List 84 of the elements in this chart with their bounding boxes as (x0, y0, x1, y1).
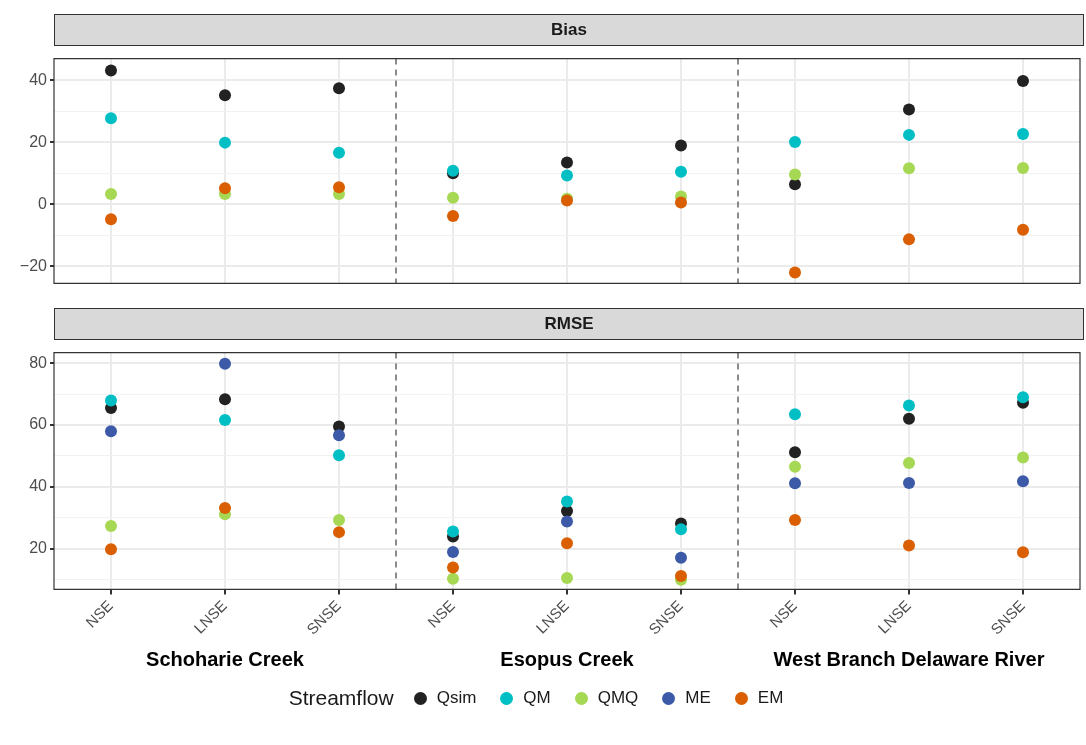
y-tick-label: 40 (29, 477, 48, 495)
point (789, 266, 801, 279)
point (447, 210, 459, 223)
point (675, 139, 687, 152)
point (789, 477, 801, 490)
point (561, 169, 573, 182)
point (105, 394, 117, 407)
point (903, 457, 915, 470)
point (219, 182, 231, 195)
y-tick-label: 0 (38, 194, 48, 212)
point (675, 165, 687, 178)
text: Esopus Creek (500, 647, 635, 670)
point (789, 446, 801, 459)
point (675, 196, 687, 209)
point (447, 545, 459, 558)
point (333, 514, 345, 527)
point (105, 188, 117, 201)
point (1017, 223, 1029, 236)
point (333, 82, 345, 95)
chart-title: RMSE (54, 308, 1084, 340)
point (561, 515, 573, 528)
point (1017, 74, 1029, 87)
point (561, 537, 573, 550)
legend-label: QM (523, 688, 551, 708)
point (1017, 451, 1029, 464)
point (1017, 162, 1029, 175)
point (447, 572, 459, 585)
text: Schoharie Creek (146, 647, 305, 670)
point (903, 128, 915, 141)
point (219, 89, 231, 102)
point (219, 136, 231, 149)
point (903, 399, 915, 412)
point (789, 136, 801, 149)
point (903, 412, 915, 425)
legend-label: ME (685, 688, 711, 708)
point (789, 514, 801, 527)
point (903, 539, 915, 552)
point (333, 146, 345, 159)
point (447, 191, 459, 204)
point (219, 357, 231, 370)
point (1017, 475, 1029, 488)
point (903, 103, 915, 116)
point (675, 523, 687, 536)
text: West Branch Delaware River (773, 647, 1045, 670)
legend-label: QMQ (597, 688, 639, 708)
point (333, 181, 345, 194)
point (219, 393, 231, 406)
point (105, 213, 117, 226)
point (333, 526, 345, 539)
legend-label: EM (757, 688, 784, 708)
point (333, 429, 345, 442)
legend-title: Streamflow (288, 686, 394, 710)
y-tick-label: 60 (29, 415, 48, 433)
point (219, 501, 231, 514)
point (105, 519, 117, 532)
point (1017, 127, 1029, 140)
point (105, 112, 117, 125)
point (1017, 546, 1029, 559)
point (105, 543, 117, 556)
point (219, 414, 231, 427)
point (789, 178, 801, 191)
point (789, 408, 801, 421)
point (105, 64, 117, 77)
y-tick-label: 80 (29, 353, 48, 371)
point (1017, 391, 1029, 404)
legend-label: Qsim (436, 688, 477, 708)
point (903, 233, 915, 246)
point (447, 525, 459, 538)
point (903, 162, 915, 175)
point (561, 571, 573, 584)
point (333, 449, 345, 462)
point (447, 561, 459, 574)
point (561, 495, 573, 508)
y-tick-label: −20 (19, 256, 48, 274)
point (789, 460, 801, 473)
y-tick-label: 40 (29, 70, 48, 88)
point (561, 156, 573, 169)
point (789, 168, 801, 181)
point (675, 551, 687, 564)
y-tick-label: 20 (29, 132, 48, 150)
point (903, 476, 915, 489)
chart-title: Bias (54, 14, 1084, 46)
y-tick-label: 20 (29, 539, 48, 557)
point (105, 425, 117, 438)
